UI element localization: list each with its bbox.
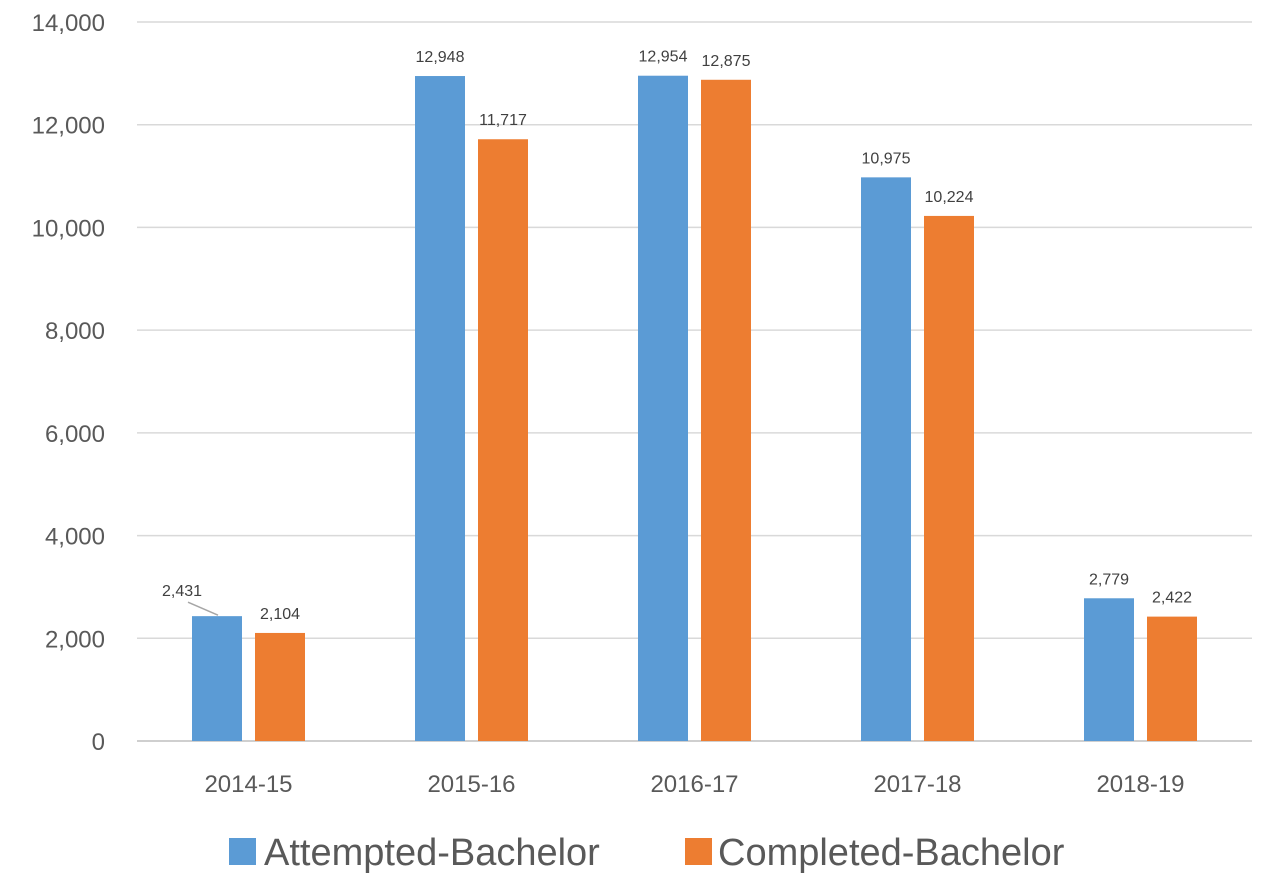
data-label: 2,431 (162, 583, 202, 600)
x-tick-label: 2014-15 (204, 771, 292, 798)
gridlines (137, 21, 1252, 742)
legend-swatch-attempted-bachelor (229, 838, 256, 865)
data-label: 10,224 (925, 189, 974, 206)
x-tick-label: 2018-19 (1096, 771, 1184, 798)
bar-attempted-bachelor (415, 76, 465, 742)
data-label: 12,954 (639, 49, 688, 66)
legend-label: Attempted-Bachelor (264, 832, 600, 874)
y-tick-label: 14,000 (32, 10, 105, 37)
y-tick-label: 0 (92, 729, 105, 756)
y-tick-label: 10,000 (32, 215, 105, 242)
legend-swatch-completed-bachelor (685, 838, 712, 865)
bar-completed-bachelor (701, 79, 751, 741)
y-tick-label: 6,000 (45, 421, 105, 448)
bar-attempted-bachelor (638, 75, 688, 741)
data-label: 2,422 (1152, 590, 1192, 607)
data-label: 12,948 (416, 49, 465, 66)
bar-completed-bachelor (924, 215, 974, 742)
legend: Attempted-Bachelor Completed-Bachelor (229, 832, 1065, 874)
bar-completed-bachelor (478, 139, 528, 741)
data-label: 11,717 (479, 112, 527, 129)
y-tick-label: 8,000 (45, 318, 105, 345)
bar-attempted-bachelor (861, 177, 911, 742)
data-labels: 2,431 2,104 12,948 11,717 12,954 12,875 10,975… (162, 49, 1192, 623)
data-label: 2,104 (260, 606, 300, 623)
data-label: 12,875 (702, 53, 751, 70)
bar-attempted-bachelor (1084, 598, 1134, 741)
x-axis-ticks: 2014-15 2015-16 2016-17 2017-18 2018-19 (204, 771, 1184, 798)
data-label: 2,779 (1089, 571, 1129, 588)
data-label-leader-line (187, 601, 219, 616)
x-tick-label: 2015-16 (427, 771, 515, 798)
y-tick-label: 4,000 (45, 524, 105, 551)
bar-attempted-bachelor (192, 616, 242, 741)
y-axis-ticks: 0 2,000 4,000 6,000 8,000 10,000 12,000 14,000 (32, 10, 105, 756)
y-tick-label: 2,000 (45, 626, 105, 653)
x-tick-label: 2016-17 (650, 771, 738, 798)
y-tick-label: 12,000 (32, 113, 105, 140)
data-label: 10,975 (862, 150, 911, 167)
bar-completed-bachelor (1147, 616, 1197, 741)
bar-completed-bachelor (255, 632, 305, 741)
x-tick-label: 2017-18 (873, 771, 961, 798)
legend-label: Completed-Bachelor (718, 832, 1065, 874)
bars (192, 75, 1197, 742)
